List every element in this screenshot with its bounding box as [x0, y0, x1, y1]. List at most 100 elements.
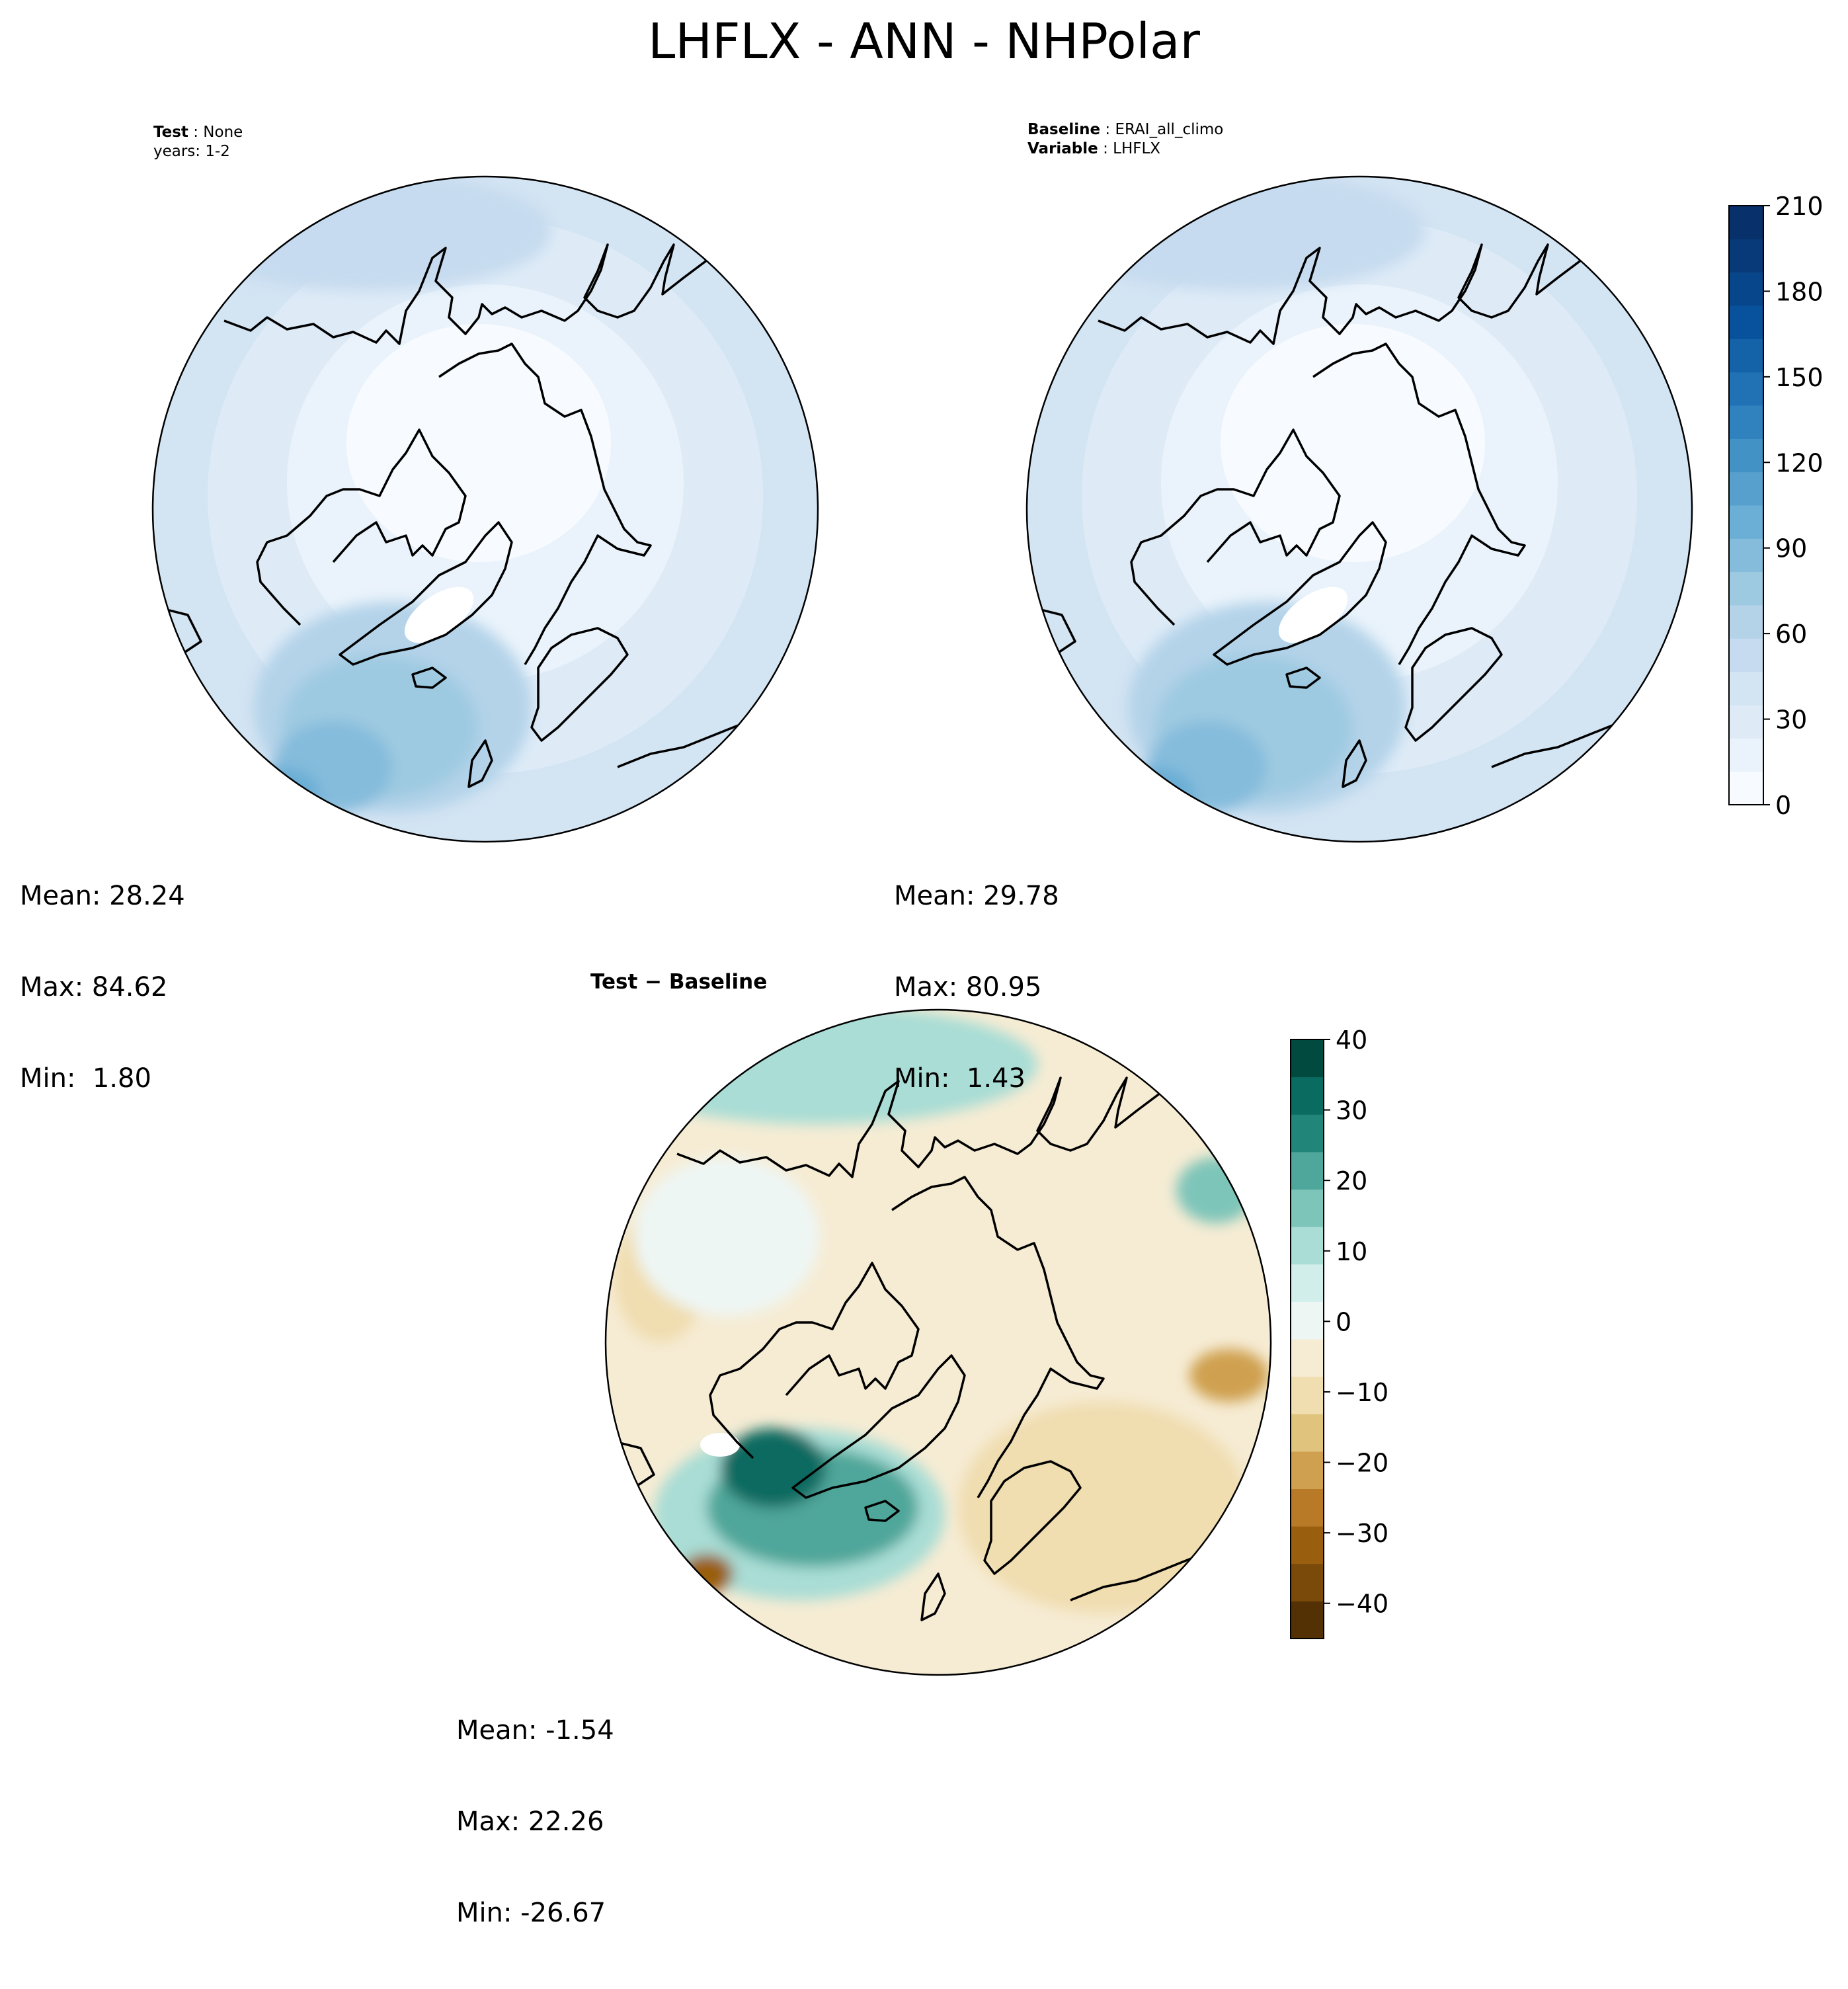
- diff-coastline-2: [891, 1176, 1105, 1498]
- cbar-diff-tick-label: −10: [1336, 1378, 1388, 1407]
- baseline-stat-min: Min: 1.43: [894, 1063, 1025, 1094]
- cbar-main-tick-label: 0: [1775, 791, 1791, 820]
- diff-west-near-zero: [634, 1157, 819, 1316]
- cbar-diff-tick-label: −30: [1336, 1519, 1388, 1548]
- baseline-atlantic-pool: [1115, 602, 1406, 820]
- baseline-label: Baseline : ERAI_all_climo: [1027, 120, 1223, 140]
- cbar-diff-frame: [1290, 1039, 1324, 1639]
- cbar-main-segment: [1729, 671, 1763, 706]
- variable-label: Variable : LHFLX: [1027, 140, 1223, 159]
- cbar-diff-segment: [1291, 1339, 1324, 1377]
- cbar-diff-tick-label: 10: [1336, 1237, 1367, 1266]
- baseline-coastline-3: [1130, 428, 1341, 626]
- baseline-map-frame: [1025, 175, 1693, 843]
- cbar-diff-segment: [1291, 1039, 1324, 1078]
- test-label-value: None: [203, 124, 243, 141]
- test-greenland-min: [404, 587, 474, 643]
- cbar-main-tick-label: 30: [1775, 706, 1807, 735]
- test-label-key: Test: [153, 124, 188, 141]
- diff-title-minus: −: [637, 970, 669, 994]
- diff-stat-mean: Mean: -1.54: [456, 1715, 614, 1746]
- baseline-coastline-1: [1098, 243, 1598, 345]
- cbar-main-segment: [1729, 738, 1763, 772]
- diff-stats: Mean: -1.54 Max: 22.26 Min: -26.67: [456, 1654, 614, 1989]
- cbar-main-tick-label: 180: [1775, 277, 1824, 306]
- cbar-diff-tick-label: −40: [1336, 1590, 1388, 1619]
- test-coastline-3: [256, 428, 467, 626]
- test-label: Test : None: [153, 123, 243, 142]
- cbar-diff-segment: [1291, 1264, 1324, 1302]
- baseline-label-value: ERAI_all_climo: [1115, 121, 1224, 138]
- test-arctic-ocean: [346, 324, 611, 562]
- baseline-map: [1027, 177, 1692, 842]
- baseline-coastline-7: [1285, 667, 1321, 689]
- test-header: Test : None years: 1-2: [153, 123, 243, 161]
- cbar-main-segment: [1729, 206, 1763, 239]
- cbar-main-segment: [1729, 372, 1763, 406]
- baseline-stat-mean: Mean: 29.78: [894, 881, 1059, 911]
- diff-east-pos: [1176, 1157, 1256, 1223]
- diff-coastline-4: [791, 1354, 966, 1499]
- baseline-coastline-5: [1404, 627, 1503, 742]
- cbar-main-segment: [1729, 272, 1763, 306]
- baseline-stats: Mean: 29.78 Max: 80.95 Min: 1.43: [894, 820, 1059, 1155]
- cbar-main-segment: [1729, 605, 1763, 639]
- test-pacific-band: [181, 177, 551, 291]
- cbar-main-segment: [1729, 638, 1763, 672]
- cbar-main-tick-label: 210: [1775, 192, 1824, 221]
- cbar-diff-tick-label: −20: [1336, 1449, 1388, 1478]
- diff-europe-neg: [958, 1402, 1249, 1613]
- cbar-diff-tick-label: 30: [1336, 1096, 1367, 1125]
- diff-coastline-6: [920, 1572, 946, 1621]
- diff-title: Test − Baseline: [590, 970, 767, 994]
- diff-coastline-7: [864, 1500, 900, 1522]
- cbar-diff-segment: [1291, 1301, 1324, 1340]
- test-years: years: 1-2: [153, 143, 230, 160]
- variable-label-value: LHFLX: [1113, 140, 1161, 157]
- diff-coastline-5: [983, 1460, 1082, 1575]
- cbar-main-tick-label: 60: [1775, 620, 1807, 649]
- baseline-header: Baseline : ERAI_all_climo Variable : LHF…: [1027, 120, 1223, 159]
- cbar-diff-segment: [1291, 1526, 1324, 1564]
- test-stat-min: Min: 1.80: [20, 1063, 151, 1094]
- cbar-main-segment: [1729, 339, 1763, 373]
- baseline-arctic-ocean: [1221, 324, 1485, 562]
- test-atlantic-peak: [241, 767, 320, 820]
- cbar-diff-segment: [1291, 1076, 1324, 1115]
- test-stat-mean: Mean: 28.24: [20, 881, 185, 911]
- cbar-diff-segment: [1291, 1151, 1324, 1190]
- test-stat-max: Max: 84.62: [20, 972, 168, 1002]
- baseline-stat-max: Max: 80.95: [894, 972, 1042, 1002]
- cbar-main-segment: [1729, 538, 1763, 573]
- cbar-diff-segment: [1291, 1488, 1324, 1527]
- diff-stat-min: Min: -26.67: [456, 1898, 606, 1928]
- baseline-label-key: Baseline: [1027, 121, 1101, 138]
- diff-coastline-1: [676, 1076, 1177, 1178]
- figure-title: LHFLX - ANN - NHPolar: [648, 13, 1200, 70]
- cbar-diff-tick-label: 40: [1336, 1026, 1367, 1055]
- cbar-main-segment: [1729, 305, 1763, 339]
- baseline-pacific-band: [1055, 177, 1426, 291]
- baseline-coastline-4: [1213, 521, 1387, 666]
- test-label-sep: :: [188, 124, 204, 141]
- variable-label-sep: :: [1098, 140, 1113, 157]
- diff-title-test: Test: [590, 970, 638, 994]
- cbar-diff-tick-label: 20: [1336, 1166, 1367, 1196]
- cbar-main-segment: [1729, 438, 1763, 473]
- cbar-diff-segment: [1291, 1227, 1324, 1265]
- cbar-main-tick-label: 150: [1775, 363, 1824, 392]
- test-map: [153, 177, 818, 842]
- baseline-greenland-min: [1278, 587, 1348, 643]
- diff-coastline-3: [709, 1262, 920, 1459]
- baseline-label-sep: :: [1100, 121, 1115, 138]
- colorbar-diff: 40 30 20 10 0 −10 −20 −30 −40: [1290, 1026, 1388, 1639]
- baseline-coastline-6: [1342, 739, 1367, 788]
- test-coastline-2: [438, 343, 652, 665]
- test-coastline-5: [530, 627, 629, 742]
- diff-map-frame: [604, 1008, 1272, 1676]
- baseline-atlantic-core: [1148, 721, 1267, 813]
- cbar-main-tick-label: 90: [1775, 534, 1807, 563]
- diff-atlantic-pos-core: [720, 1428, 826, 1508]
- cbar-diff-segment: [1291, 1563, 1324, 1602]
